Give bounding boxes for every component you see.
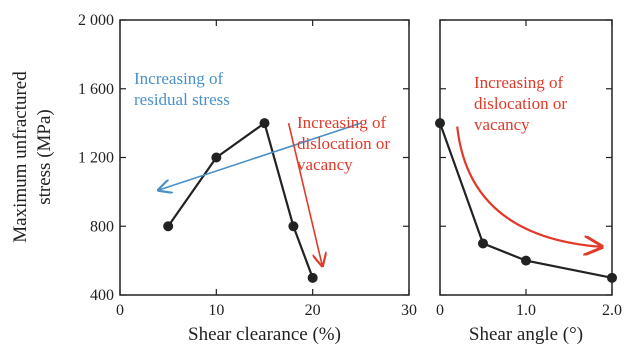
data-point bbox=[435, 118, 445, 129]
data-point bbox=[607, 272, 617, 283]
annotation-line: Increasing of bbox=[474, 73, 564, 92]
y-tick-label: 400 bbox=[90, 287, 114, 304]
annotation-line: Increasing of bbox=[134, 69, 224, 88]
annotation-line: residual stress bbox=[134, 90, 230, 109]
annotation-line: vacancy bbox=[297, 155, 353, 174]
x-tick-label: 20 bbox=[305, 302, 321, 319]
y-tick-label: 1 200 bbox=[78, 150, 114, 167]
annotation-line: Increasing of bbox=[297, 113, 387, 132]
annotation-arrow bbox=[159, 122, 362, 190]
x-tick-label: 0 bbox=[436, 302, 444, 319]
data-point bbox=[478, 238, 488, 249]
annotation-text: Increasing of residual stress bbox=[134, 69, 230, 109]
annotation-arrow bbox=[287, 122, 323, 266]
series-line bbox=[438, 122, 613, 279]
annotation-text: Increasing of dislocation or vacancy bbox=[474, 73, 567, 134]
x-tick-label: 2.0 bbox=[602, 302, 622, 319]
data-point bbox=[307, 272, 318, 283]
data-point bbox=[259, 118, 270, 129]
y-axis-title-line-2: stress (MPa) bbox=[34, 109, 55, 205]
y-tick-label: 2 000 bbox=[78, 12, 114, 29]
x-tick-label: 10 bbox=[208, 302, 224, 319]
y-axis-title-line-1: Maximum unfractured bbox=[10, 71, 31, 243]
x-axis-title: Shear clearance (%) bbox=[188, 324, 341, 345]
plot-frame bbox=[439, 19, 613, 296]
annotation-line: dislocation or bbox=[297, 134, 390, 153]
panel-shear-angle: 0 1.0 2.0 Shear angle (°) Increasing of dislo… bbox=[435, 19, 622, 345]
y-tick-label: 1 600 bbox=[78, 81, 114, 98]
data-point bbox=[521, 255, 531, 266]
annotation-curve-arrow bbox=[456, 126, 601, 247]
annotation-line: dislocation or bbox=[474, 94, 567, 113]
x-tick-label: 0 bbox=[116, 302, 124, 319]
y-axis-title: Maximum unfractured stress (MPa) bbox=[10, 71, 55, 243]
x-tick-label: 1.0 bbox=[516, 302, 536, 319]
data-point bbox=[211, 152, 222, 163]
x-axis-title: Shear angle (°) bbox=[469, 324, 583, 345]
data-point bbox=[163, 221, 174, 232]
annotation-line: vacancy bbox=[474, 115, 530, 134]
data-point bbox=[288, 221, 299, 232]
annotation-text: Increasing of dislocation or vacancy bbox=[297, 113, 390, 174]
x-tick-label: 30 bbox=[401, 302, 417, 319]
panel-shear-clearance: 400 800 1 200 1 600 2 000 0 10 20 30 Shear cleara… bbox=[78, 12, 417, 345]
plot-frame bbox=[119, 19, 410, 296]
y-tick-label: 800 bbox=[90, 218, 114, 235]
